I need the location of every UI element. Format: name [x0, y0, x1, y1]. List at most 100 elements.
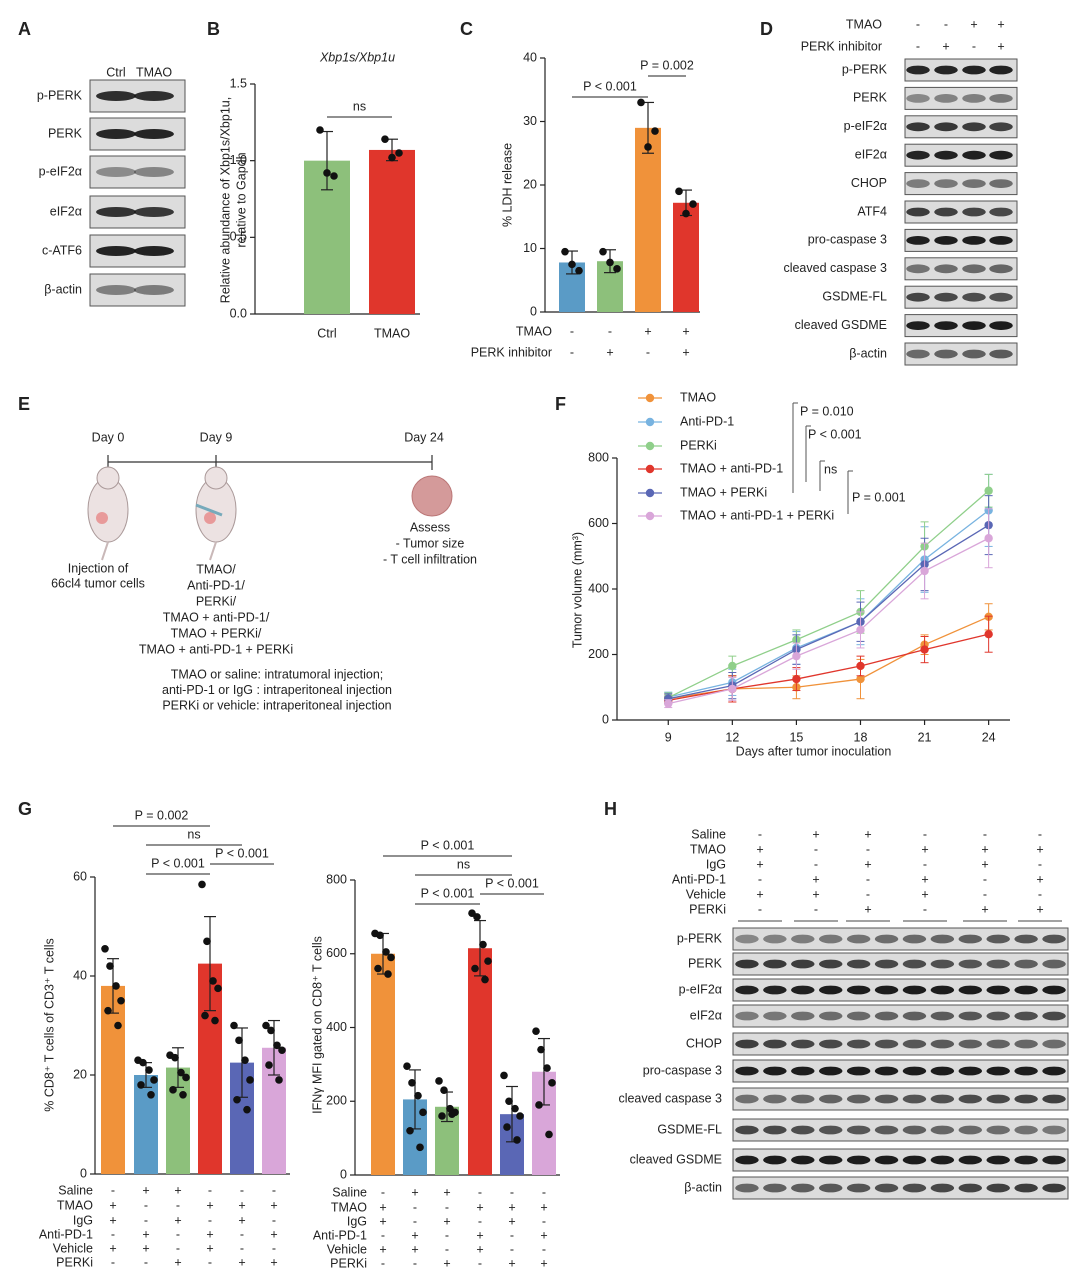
condition-sign: +: [206, 1227, 213, 1241]
legend-label: TMAO + anti-PD-1 + PERKi: [680, 508, 834, 522]
condition-label: PERK inhibitor: [471, 345, 552, 359]
series-marker: [920, 645, 929, 654]
blot-band: [930, 1183, 955, 1193]
mouse-head: [204, 466, 228, 490]
diagram-text: TMAO/: [196, 562, 236, 576]
blot-band: [735, 934, 759, 944]
blot-band: [1042, 1155, 1066, 1165]
condition-sign: -: [758, 827, 762, 841]
condition-sign: +: [997, 17, 1004, 31]
blot-strip: [904, 342, 1018, 366]
series-marker: [664, 699, 673, 708]
condition-sign: +: [142, 1227, 149, 1241]
x-tick-label: 9: [665, 730, 672, 744]
blot-band: [846, 1183, 871, 1193]
condition-label: Saline: [58, 1183, 93, 1197]
condition-label: PERKi: [330, 1256, 367, 1270]
blot-band: [846, 959, 871, 969]
blot-band: [986, 959, 1010, 969]
data-point: [511, 1104, 519, 1113]
series-marker: [984, 534, 993, 543]
condition-sign: -: [413, 1200, 417, 1214]
blot-band: [962, 65, 986, 75]
blot-band: [1042, 1011, 1066, 1021]
y-tick-label: 0: [340, 1167, 347, 1181]
blot-band: [1014, 1066, 1038, 1076]
series-marker: [792, 674, 801, 684]
condition-sign: -: [646, 345, 650, 359]
blot-band: [874, 1011, 899, 1021]
blot-band: [763, 1066, 787, 1076]
condition-sign: -: [758, 872, 762, 886]
blot-strip: [904, 172, 1018, 196]
blot-band: [930, 1039, 955, 1049]
data-point: [505, 1097, 513, 1106]
blot-band: [1014, 1039, 1038, 1049]
condition-sign: +: [864, 827, 871, 841]
y-tick-label: 1.0: [230, 153, 247, 167]
condition-sign: -: [758, 902, 762, 916]
condition-sign: -: [176, 1198, 180, 1212]
condition-sign: +: [443, 1185, 450, 1199]
blot-band: [906, 264, 930, 274]
blot-band: [874, 1094, 899, 1104]
data-point: [651, 127, 659, 135]
condition-sign: +: [682, 324, 689, 338]
series-marker: [984, 629, 993, 639]
data-point: [382, 948, 390, 956]
data-point: [376, 931, 384, 940]
blot-band: [902, 1039, 927, 1049]
condition-sign: +: [142, 1183, 149, 1197]
tumor-spot: [96, 512, 108, 524]
data-point: [330, 172, 338, 180]
data-point: [214, 984, 222, 993]
blot-band: [846, 1125, 871, 1135]
legend-label: TMAO + anti-PD-1: [680, 461, 783, 475]
y-axis-label: Relative abundance of Xbp1s/Xbp1u,: [218, 97, 232, 303]
blot-band: [763, 934, 787, 944]
y-tick-label: 0.0: [230, 306, 247, 320]
mouse-tail: [209, 541, 217, 561]
blot-band: [874, 934, 899, 944]
blot-band: [874, 959, 899, 969]
blot-band: [962, 179, 986, 189]
y-tick-label: 600: [326, 946, 347, 960]
blot-band: [962, 349, 986, 359]
data-point: [278, 1046, 286, 1055]
data-point: [117, 996, 125, 1005]
condition-sign: +: [812, 827, 819, 841]
data-point: [177, 1068, 185, 1077]
blot-strip: [732, 1087, 1069, 1111]
data-point: [101, 944, 109, 953]
data-point: [416, 1143, 424, 1152]
condition-sign: +: [270, 1255, 277, 1269]
condition-sign: -: [866, 887, 870, 901]
diagram-note: PERKi or vehicle: intraperitoneal inject…: [162, 698, 391, 712]
condition-sign: -: [983, 872, 987, 886]
blot-band: [134, 167, 174, 177]
blot-row-label: cleaved GSDME: [630, 1152, 722, 1166]
y-axis-label: Tumor volume (mm³): [570, 532, 584, 648]
blot-band: [986, 1066, 1010, 1076]
data-point: [613, 265, 621, 273]
blot-band: [763, 1011, 787, 1021]
condition-sign: -: [1038, 857, 1042, 871]
condition-sign: -: [445, 1228, 449, 1242]
data-point: [384, 970, 392, 978]
diagram-note: anti-PD-1 or IgG : intraperitoneal injec…: [162, 683, 392, 697]
blot-band: [1014, 1155, 1038, 1165]
diagram-note: TMAO or saline: intratumoral injection;: [171, 667, 384, 681]
condition-sign: -: [510, 1185, 514, 1199]
x-tick-label: Ctrl: [317, 326, 336, 340]
blot-band: [906, 321, 930, 330]
panel-letter: E: [18, 394, 30, 414]
condition-label: Vehicle: [686, 887, 726, 901]
blot-band: [989, 321, 1013, 330]
blot-band: [906, 122, 930, 132]
data-point: [387, 953, 395, 962]
blot-band: [1042, 1039, 1066, 1049]
condition-label: Anti-PD-1: [39, 1227, 93, 1241]
blot-band: [902, 1011, 927, 1021]
blot-band: [735, 985, 759, 995]
